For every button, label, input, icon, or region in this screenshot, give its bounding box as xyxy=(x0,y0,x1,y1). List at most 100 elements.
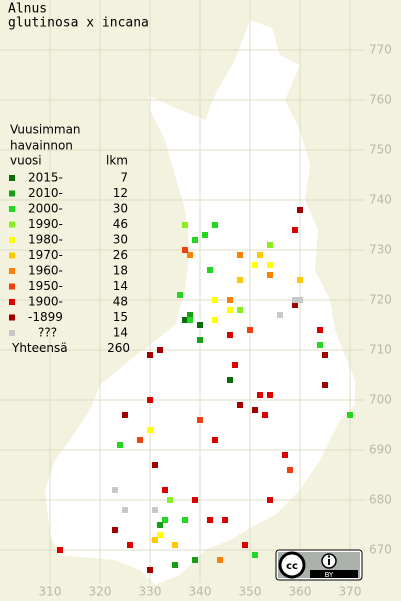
observation xyxy=(217,557,223,563)
legend-swatch xyxy=(9,237,15,243)
legend-count: 15 xyxy=(113,310,128,324)
observation xyxy=(292,297,298,303)
y-tick-label: 690 xyxy=(369,443,392,457)
observation xyxy=(252,552,258,558)
x-tick-label: 340 xyxy=(189,585,212,599)
y-tick-label: 760 xyxy=(369,93,392,107)
legend-label: 1970- xyxy=(28,248,63,262)
observation xyxy=(322,382,328,388)
total-label: Yhteensä xyxy=(11,341,68,355)
observation xyxy=(292,302,298,308)
legend-swatch xyxy=(9,268,15,274)
observation xyxy=(192,557,198,563)
legend-count: 12 xyxy=(113,186,128,200)
observation xyxy=(267,497,273,503)
observation xyxy=(162,517,168,523)
observation xyxy=(147,567,153,573)
observation xyxy=(57,547,63,553)
observation xyxy=(237,402,243,408)
legend-count: 46 xyxy=(113,217,128,231)
observation xyxy=(317,342,323,348)
observation xyxy=(297,277,303,283)
y-tick-label: 700 xyxy=(369,393,392,407)
observation xyxy=(227,332,233,338)
observation xyxy=(112,487,118,493)
observation xyxy=(157,347,163,353)
observation xyxy=(172,542,178,548)
observation xyxy=(297,207,303,213)
legend-header: vuosi xyxy=(10,154,42,168)
y-tick-label: 720 xyxy=(369,293,392,307)
observation xyxy=(182,517,188,523)
observation xyxy=(222,517,228,523)
y-tick-label: 710 xyxy=(369,343,392,357)
observation xyxy=(292,227,298,233)
observation xyxy=(152,507,158,513)
license-text: BY xyxy=(325,571,334,579)
observation xyxy=(262,412,268,418)
y-tick-label: 770 xyxy=(369,43,392,57)
legend-label: 2000- xyxy=(28,202,63,216)
y-tick-label: 750 xyxy=(369,143,392,157)
observation xyxy=(187,317,193,323)
observation xyxy=(147,427,153,433)
observation xyxy=(122,507,128,513)
observation xyxy=(212,222,218,228)
observation xyxy=(187,252,193,258)
observation xyxy=(177,292,183,298)
legend-label: 1990- xyxy=(28,217,63,231)
observation xyxy=(347,412,353,418)
observation xyxy=(152,537,158,543)
observation xyxy=(267,272,273,278)
legend-label: 2010- xyxy=(28,186,63,200)
observation xyxy=(162,487,168,493)
observation xyxy=(187,312,193,318)
legend-count: 14 xyxy=(113,326,128,340)
observation xyxy=(182,317,188,323)
observation xyxy=(322,352,328,358)
legend-swatch xyxy=(9,330,15,336)
observation xyxy=(112,527,118,533)
legend-swatch xyxy=(9,221,15,228)
x-tick-label: 330 xyxy=(139,585,162,599)
observation xyxy=(167,497,173,503)
observation xyxy=(147,397,153,403)
observation xyxy=(157,532,163,538)
legend-swatch xyxy=(9,252,15,259)
observation xyxy=(192,237,198,243)
observation xyxy=(317,327,323,333)
total-count: 260 xyxy=(107,341,130,355)
observation xyxy=(117,442,123,448)
observation xyxy=(227,377,233,383)
legend-label: 1950- xyxy=(28,279,63,293)
observation xyxy=(232,362,238,368)
legend-count: 26 xyxy=(113,248,128,262)
legend-count: 14 xyxy=(113,279,128,293)
license-badge: cc BY xyxy=(275,549,363,581)
x-tick-label: 350 xyxy=(239,585,262,599)
observation xyxy=(297,297,303,303)
observation xyxy=(277,312,283,318)
observation xyxy=(237,277,243,283)
legend-header: havainnon xyxy=(10,139,73,153)
x-tick-label: 360 xyxy=(289,585,312,599)
observation xyxy=(197,322,203,328)
legend-label: 1900- xyxy=(28,295,63,309)
legend-label: 1960- xyxy=(28,264,63,278)
observation xyxy=(247,327,253,333)
observation xyxy=(182,247,188,253)
legend-swatch xyxy=(9,190,15,197)
observation xyxy=(152,462,158,468)
observation xyxy=(227,307,233,313)
observation xyxy=(227,297,233,303)
observation xyxy=(137,437,143,443)
observation xyxy=(252,407,258,413)
observation xyxy=(257,392,263,398)
y-tick-label: 680 xyxy=(369,493,392,507)
observation xyxy=(267,242,273,248)
observation xyxy=(252,262,258,268)
observation xyxy=(212,317,218,323)
observation xyxy=(197,417,203,423)
y-tick-label: 740 xyxy=(369,193,392,207)
observation xyxy=(287,467,293,473)
